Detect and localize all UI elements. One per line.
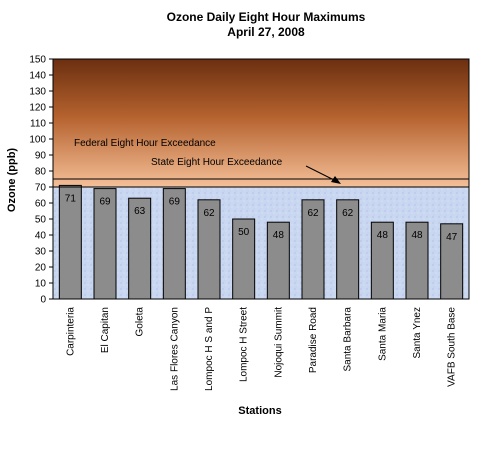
x-axis-title: Stations	[238, 405, 281, 417]
plot-border	[52, 58, 470, 300]
y-axis-title: Ozone (ppb)	[6, 148, 18, 212]
bar-value-label: 47	[446, 232, 458, 243]
bar-value-label: 48	[377, 230, 389, 241]
y-tick-label: 40	[35, 231, 47, 242]
y-tick-label: 110	[30, 119, 46, 130]
x-tick-label: Santa Barbara	[343, 307, 354, 372]
y-tick-label: 120	[29, 103, 46, 114]
x-tick-label: El Capitan	[100, 307, 111, 353]
bars: 71 69 63 69 62 50 48 62 62 48 48 47	[58, 184, 464, 300]
x-tick-label: Carpinteria	[65, 307, 76, 356]
federal-exceedance-label: Federal Eight Hour Exceedance	[74, 138, 216, 149]
state-exceedance-label: State Eight Hour Exceedance	[151, 157, 283, 168]
y-tick-label: 130	[29, 87, 46, 98]
bar-value-label: 62	[342, 208, 354, 219]
x-tick-label: Paradise Road	[308, 307, 319, 373]
y-tick-label: 70	[35, 183, 47, 194]
bar-value-label: 63	[134, 206, 146, 217]
plot-area	[53, 59, 469, 299]
x-category-labels: Carpinteria El Capitan Goleta Las Flores Ca…	[65, 307, 457, 391]
x-tick-label: Las Flores Canyon	[169, 307, 180, 391]
y-tick-label: 150	[29, 55, 46, 66]
normal-background	[53, 187, 469, 299]
y-tick-label: 140	[29, 71, 46, 82]
bar-value-label: 69	[99, 197, 111, 208]
x-tick-label: Santa Ynez	[412, 307, 423, 359]
chart-title: Ozone Daily Eight Hour Maximums	[167, 10, 366, 24]
state-exceedance-arrow-head	[331, 176, 341, 184]
bar-value-label: 69	[169, 197, 181, 208]
threshold-lines	[53, 178, 469, 188]
bar-value-label: 48	[273, 230, 285, 241]
y-tick-label: 50	[35, 215, 47, 226]
bar-value-label: 62	[203, 208, 215, 219]
x-tick-label: Lompoc H Street	[239, 307, 250, 382]
y-tick-label: 80	[35, 167, 47, 178]
bar-value-label: 50	[238, 227, 250, 238]
y-tick-label: 90	[35, 151, 47, 162]
x-tick-label: VAFB South Base	[447, 307, 458, 387]
bar-value-label: 71	[65, 193, 77, 204]
y-tick-label: 20	[35, 263, 47, 274]
y-tick-label: 30	[35, 247, 47, 258]
y-axis-ticks: 0 10 20 30 40 50 60 70 80 90 100 110 120 130 140 150	[29, 55, 53, 306]
chart-subtitle: April 27, 2008	[227, 25, 305, 39]
bar-value-label: 48	[411, 230, 423, 241]
y-tick-label: 100	[29, 135, 46, 146]
y-tick-label: 0	[40, 295, 46, 306]
exceedance-background	[53, 59, 469, 187]
x-tick-label: Nojoqui Summit	[273, 307, 284, 378]
y-tick-label: 10	[35, 279, 47, 290]
state-exceedance-arrow-line	[305, 165, 337, 182]
bar-value-label: 62	[307, 208, 319, 219]
x-tick-label: Santa Maria	[377, 307, 388, 361]
y-tick-label: 60	[35, 199, 47, 210]
x-tick-label: Goleta	[135, 307, 146, 337]
x-tick-label: Lompoc H S and P	[204, 307, 215, 391]
